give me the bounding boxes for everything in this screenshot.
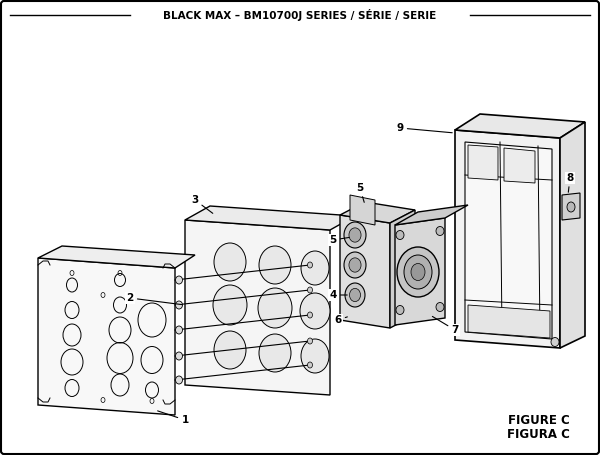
Polygon shape [340, 215, 390, 328]
Ellipse shape [345, 283, 365, 307]
Text: 1: 1 [158, 411, 188, 425]
Text: 9: 9 [397, 123, 452, 133]
Text: BLACK MAX – BM10700J SERIES / SÉRIE / SERIE: BLACK MAX – BM10700J SERIES / SÉRIE / SE… [163, 9, 437, 21]
Ellipse shape [259, 334, 291, 372]
Ellipse shape [214, 331, 246, 369]
Ellipse shape [258, 288, 292, 328]
Polygon shape [395, 205, 468, 225]
Text: 5: 5 [329, 235, 349, 245]
Text: 3: 3 [191, 195, 213, 213]
Ellipse shape [411, 263, 425, 280]
Ellipse shape [396, 305, 404, 314]
Ellipse shape [176, 352, 182, 360]
Text: FIGURE C: FIGURE C [508, 414, 570, 426]
Ellipse shape [344, 222, 366, 248]
Polygon shape [185, 206, 355, 230]
Text: 6: 6 [334, 315, 347, 325]
Ellipse shape [213, 285, 247, 325]
Text: 2: 2 [127, 293, 182, 305]
Ellipse shape [176, 301, 182, 309]
Ellipse shape [300, 293, 330, 329]
Polygon shape [455, 114, 585, 138]
Ellipse shape [176, 376, 182, 384]
Ellipse shape [301, 339, 329, 373]
Ellipse shape [404, 255, 432, 289]
Text: 8: 8 [566, 173, 574, 192]
Text: 5: 5 [356, 183, 364, 202]
Polygon shape [455, 130, 560, 348]
Polygon shape [465, 142, 552, 339]
Ellipse shape [308, 362, 313, 368]
Ellipse shape [176, 326, 182, 334]
Ellipse shape [349, 258, 361, 272]
Polygon shape [38, 246, 195, 268]
Ellipse shape [567, 202, 575, 212]
Ellipse shape [436, 227, 444, 236]
Polygon shape [185, 220, 330, 395]
Polygon shape [395, 218, 445, 325]
Polygon shape [340, 202, 415, 223]
Polygon shape [562, 193, 580, 220]
Ellipse shape [259, 246, 291, 284]
Ellipse shape [396, 231, 404, 239]
Ellipse shape [551, 338, 559, 347]
Ellipse shape [214, 243, 246, 281]
Text: 7: 7 [433, 316, 458, 335]
Ellipse shape [176, 276, 182, 284]
Ellipse shape [436, 303, 444, 312]
Polygon shape [468, 145, 498, 180]
Ellipse shape [308, 312, 313, 318]
Text: 4: 4 [329, 290, 347, 300]
Polygon shape [468, 305, 550, 338]
Polygon shape [38, 258, 175, 415]
Polygon shape [504, 148, 535, 183]
Polygon shape [560, 122, 585, 348]
Ellipse shape [349, 288, 361, 302]
Polygon shape [350, 195, 375, 225]
Ellipse shape [308, 338, 313, 344]
Text: FIGURA C: FIGURA C [507, 429, 570, 441]
Ellipse shape [301, 251, 329, 285]
Ellipse shape [308, 262, 313, 268]
Ellipse shape [397, 247, 439, 297]
Ellipse shape [308, 287, 313, 293]
Polygon shape [390, 210, 415, 328]
Ellipse shape [344, 252, 366, 278]
Ellipse shape [349, 228, 361, 242]
